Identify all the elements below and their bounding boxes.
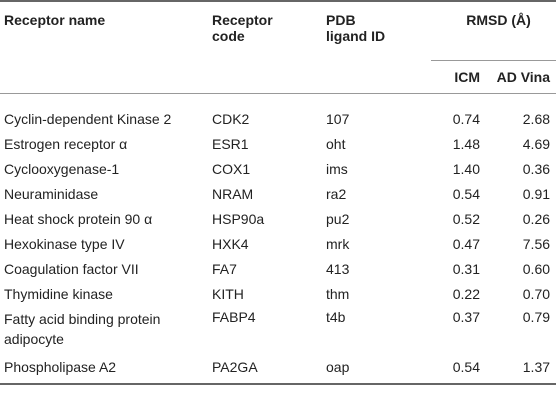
- ad-vina-rmsd-cell: 0.26: [522, 210, 551, 227]
- receptor-name-cell: Neuraminidase: [4, 185, 99, 202]
- rmsd-table: Receptor name Receptor code PDB ligand ID …: [0, 0, 556, 385]
- ad-vina-rmsd-cell: 4.69: [522, 135, 551, 152]
- icm-rmsd-cell: 0.22: [452, 285, 480, 302]
- receptor-code-cell: FA7: [212, 260, 237, 277]
- table-row: Phospholipase A2 PA2GA oap 0.54 1.37: [0, 351, 556, 385]
- table-row: Neuraminidase NRAM ra2 0.54 0.91: [0, 181, 556, 206]
- receptor-code-cell: COX1: [212, 160, 251, 177]
- receptor-code-cell: KITH: [212, 285, 244, 302]
- icm-rmsd-cell: 0.52: [452, 210, 480, 227]
- table-row: Hexokinase type IV HXK4 mrk 0.47 7.56: [0, 231, 556, 256]
- ad-vina-rmsd-cell: 0.79: [522, 309, 551, 325]
- receptor-name-cell: Estrogen receptor α: [4, 135, 128, 152]
- header-icm: ICM: [431, 60, 486, 93]
- table-row: Fatty acid binding protein adipocyte FABP…: [0, 306, 556, 351]
- ad-vina-rmsd-cell: 0.91: [522, 185, 551, 202]
- icm-rmsd-cell: 0.31: [452, 260, 480, 277]
- receptor-code-cell: NRAM: [212, 185, 254, 202]
- icm-rmsd-cell: 1.48: [452, 135, 480, 152]
- header-ad-vina: AD Vina: [486, 60, 556, 93]
- ad-vina-rmsd-cell: 2.68: [522, 110, 551, 127]
- receptor-name-cell: Thymidine kinase: [4, 285, 113, 302]
- table-row: Thymidine kinase KITH thm 0.22 0.70: [0, 281, 556, 306]
- table-header: Receptor name Receptor code PDB ligand ID …: [0, 0, 556, 94]
- pdb-ligand-cell: 413: [326, 260, 350, 277]
- receptor-name-cell: Phospholipase A2: [0, 351, 212, 385]
- table-body: Cyclin-dependent Kinase 2 CDK2 107 0.74 2.68…: [0, 94, 556, 385]
- pdb-ligand-cell: t4b: [326, 309, 346, 325]
- receptor-code-cell: CDK2: [212, 110, 250, 127]
- icm-rmsd-cell: 0.54: [431, 351, 486, 385]
- receptor-name-cell: Hexokinase type IV: [4, 235, 125, 252]
- receptor-code-cell: ESR1: [212, 135, 249, 152]
- table-row: Cyclin-dependent Kinase 2 CDK2 107 0.74 2.68: [0, 94, 556, 132]
- ad-vina-rmsd-cell: 0.60: [522, 260, 551, 277]
- icm-rmsd-cell: 0.54: [452, 185, 480, 202]
- icm-rmsd-cell: 0.37: [452, 309, 480, 325]
- ad-vina-rmsd-cell: 7.56: [522, 235, 551, 252]
- icm-rmsd-cell: 1.40: [452, 160, 480, 177]
- receptor-code-cell: PA2GA: [212, 351, 326, 385]
- ad-vina-rmsd-cell: 0.70: [522, 285, 551, 302]
- pdb-ligand-cell: oht: [326, 135, 346, 152]
- receptor-code-cell: FABP4: [212, 309, 256, 325]
- pdb-ligand-cell: oap: [326, 351, 431, 385]
- pdb-ligand-cell: thm: [326, 285, 350, 302]
- pdb-ligand-cell: ra2: [326, 185, 347, 202]
- receptor-name-cell: Fatty acid binding protein adipocyte: [4, 311, 161, 347]
- receptor-name-cell: Coagulation factor VII: [4, 260, 139, 277]
- receptor-name-cell: Cyclooxygenase-1: [4, 160, 120, 177]
- pdb-ligand-cell: mrk: [326, 235, 350, 252]
- header-receptor-name: Receptor name: [0, 0, 212, 93]
- icm-rmsd-cell: 0.47: [452, 235, 480, 252]
- receptor-code-cell: HXK4: [212, 235, 249, 252]
- header-pdb-ligand-id: PDB ligand ID: [326, 0, 431, 93]
- pdb-ligand-cell: pu2: [326, 210, 350, 227]
- table-row: Coagulation factor VII FA7 413 0.31 0.60: [0, 256, 556, 281]
- ad-vina-rmsd-cell: 0.36: [522, 160, 551, 177]
- ad-vina-rmsd-cell: 1.37: [486, 351, 556, 385]
- table-row: Cyclooxygenase-1 COX1 ims 1.40 0.36: [0, 156, 556, 181]
- header-rmsd: RMSD (Å): [431, 0, 556, 61]
- icm-rmsd-cell: 0.74: [452, 110, 480, 127]
- header-receptor-code: Receptor code: [212, 0, 326, 93]
- pdb-ligand-cell: 107: [326, 110, 350, 127]
- receptor-name-cell: Heat shock protein 90 α: [4, 210, 153, 227]
- pdb-ligand-cell: ims: [326, 160, 348, 177]
- table-row: Heat shock protein 90 α HSP90a pu2 0.52 0.26: [0, 206, 556, 231]
- receptor-code-cell: HSP90a: [212, 210, 265, 227]
- receptor-name-cell: Cyclin-dependent Kinase 2: [4, 110, 172, 127]
- table-row: Estrogen receptor α ESR1 oht 1.48 4.69: [0, 131, 556, 156]
